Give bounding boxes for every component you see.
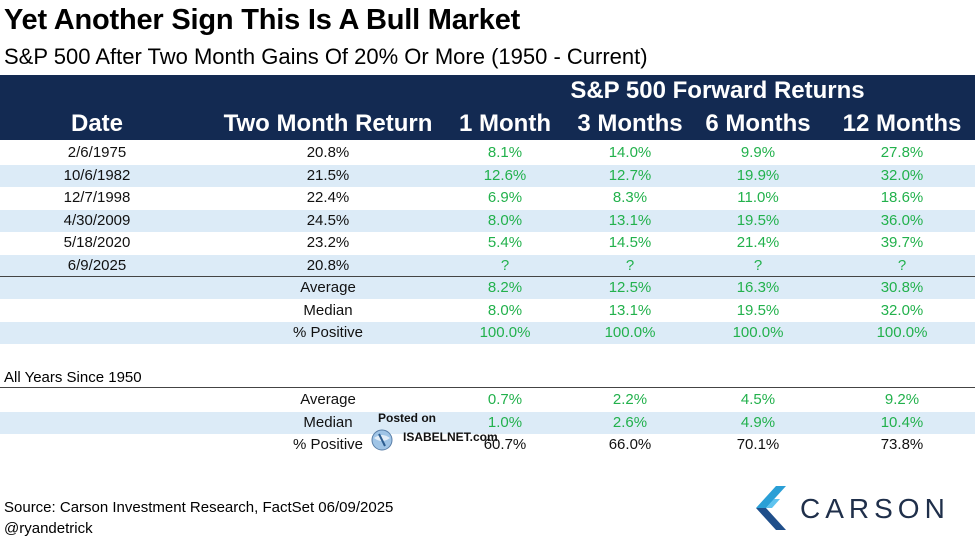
all-years-value: 1.0%: [487, 413, 523, 431]
summary-value: 100.0%: [479, 324, 531, 341]
forward-return-cell: ?: [625, 256, 635, 274]
summary-label: Average: [300, 279, 356, 296]
row-band: [0, 411, 975, 434]
two-month-return-cell: 20.8%: [306, 144, 350, 161]
all-years-label: Median: [303, 413, 353, 431]
all-years-value: 10.4%: [880, 413, 924, 431]
watermark-site: ISABELNET.com: [403, 430, 498, 444]
date-cell: 5/18/2020: [63, 234, 131, 251]
summary-value: 100.0%: [876, 324, 928, 341]
summary-value: 19.5%: [736, 301, 780, 319]
row-band: [0, 254, 975, 277]
two-month-return-cell: 22.4%: [306, 189, 350, 206]
summary-value: 30.8%: [880, 279, 924, 296]
summary-value: 100.0%: [604, 324, 656, 341]
forward-return-cell: 32.0%: [880, 166, 924, 184]
summary-value: 8.0%: [487, 301, 523, 319]
row-band: [0, 209, 975, 232]
isabelnet-globe-icon: [371, 429, 393, 451]
forward-return-cell: 36.0%: [880, 211, 924, 229]
all-years-value: 9.2%: [884, 391, 920, 408]
forward-return-cell: 12.6%: [483, 166, 527, 184]
row-band: [0, 322, 975, 344]
date-cell: 2/6/1975: [67, 144, 127, 161]
forward-return-cell: 27.8%: [880, 144, 924, 161]
forward-return-cell: 11.0%: [737, 189, 779, 206]
carson-logo-text: CARSON: [800, 493, 950, 524]
two-month-return-cell: 24.5%: [306, 211, 350, 229]
header-band-top: [0, 75, 975, 107]
column-header: Date: [70, 110, 124, 137]
forward-return-cell: ?: [897, 256, 907, 274]
forward-return-cell: 6.9%: [487, 189, 523, 206]
forward-return-cell: 19.5%: [736, 211, 780, 229]
forward-return-cell: 19.9%: [736, 166, 780, 184]
all-years-value: 4.9%: [740, 413, 776, 431]
forward-return-cell: 5.4%: [487, 234, 523, 251]
summary-value: 100.0%: [732, 324, 784, 341]
author-handle: @ryandetrick: [4, 520, 93, 537]
column-header: Two Month Return: [223, 110, 433, 137]
all-years-value: 70.1%: [736, 436, 780, 453]
forward-return-cell: 21.4%: [736, 234, 780, 251]
all-years-value: 66.0%: [608, 436, 652, 453]
forward-return-cell: 8.3%: [612, 189, 648, 206]
chart-subtitle: S&P 500 After Two Month Gains Of 20% Or …: [4, 44, 648, 69]
forward-return-cell: 12.7%: [608, 166, 652, 184]
summary-label: % Positive: [292, 324, 364, 341]
all-years-value: 2.6%: [612, 413, 648, 431]
forward-return-cell: 8.0%: [487, 211, 523, 229]
all-years-label: % Positive: [292, 436, 364, 453]
summary-value: 32.0%: [880, 301, 924, 319]
all-years-value: 2.2%: [612, 391, 648, 408]
forward-return-cell: 9.9%: [740, 144, 776, 161]
chart-title: Yet Another Sign This Is A Bull Market: [4, 4, 521, 36]
all-years-label: All Years Since 1950: [4, 369, 142, 386]
row-band: [0, 164, 975, 187]
forward-return-cell: ?: [753, 256, 763, 274]
column-header: 1 Month: [459, 110, 551, 137]
summary-value: 8.2%: [487, 279, 523, 296]
source-note: Source: Carson Investment Research, Fact…: [4, 499, 394, 516]
forward-return-cell: 8.1%: [487, 144, 523, 161]
carson-logo-icon: [756, 486, 786, 530]
date-cell: 12/7/1998: [63, 189, 131, 206]
column-header: 12 Months: [842, 110, 962, 137]
watermark-posted: Posted on: [378, 411, 437, 425]
all-years-value: 0.7%: [487, 391, 523, 408]
two-month-return-cell: 20.8%: [306, 256, 350, 274]
all-years-value: 60.7%: [483, 436, 527, 453]
forward-return-cell: 18.6%: [880, 189, 924, 206]
date-cell: 4/30/2009: [63, 211, 131, 229]
all-years-value: 73.8%: [880, 436, 924, 453]
summary-value: 13.1%: [608, 301, 652, 319]
forward-return-cell: 14.5%: [608, 234, 652, 251]
forward-return-cell: 13.1%: [608, 211, 652, 229]
header-band-bottom: [0, 107, 975, 140]
forward-return-cell: 14.0%: [608, 144, 652, 161]
forward-returns-header: S&P 500 Forward Returns: [570, 77, 865, 104]
date-cell: 6/9/2025: [67, 256, 127, 274]
summary-value: 16.3%: [736, 279, 780, 296]
summary-value: 12.5%: [608, 279, 652, 296]
row-band: [0, 277, 975, 299]
summary-label: Median: [303, 301, 353, 319]
forward-return-cell: 39.7%: [880, 234, 924, 251]
two-month-return-cell: 23.2%: [306, 234, 350, 251]
divider-line: [0, 387, 975, 388]
column-header: 6 Months: [705, 110, 811, 137]
column-header: 3 Months: [577, 110, 683, 137]
date-cell: 10/6/1982: [63, 166, 131, 184]
all-years-value: 4.5%: [740, 391, 776, 408]
divider-line: [0, 276, 975, 277]
all-years-label: Average: [300, 391, 356, 408]
forward-return-cell: ?: [500, 256, 510, 274]
two-month-return-cell: 21.5%: [306, 166, 350, 184]
